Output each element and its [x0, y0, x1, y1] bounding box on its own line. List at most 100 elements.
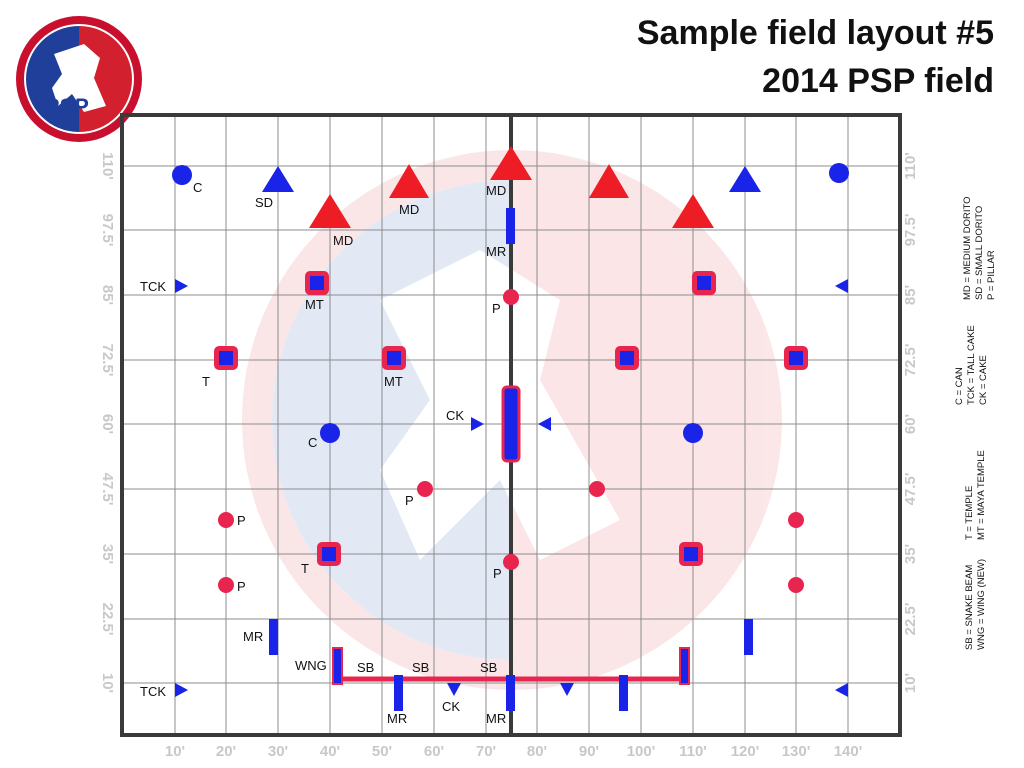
- y-tick-left: 72.5': [99, 344, 116, 377]
- y-tick-right: 47.5': [902, 473, 919, 506]
- x-tick: 90': [579, 743, 599, 760]
- label-sb: SB: [357, 660, 374, 675]
- tck-bunker: [175, 683, 188, 697]
- pillar: [788, 512, 804, 528]
- mr-bunker: [269, 619, 278, 655]
- label-mr: MR: [486, 711, 506, 726]
- y-axis-right: 10' 22.5' 35' 47.5' 60' 72.5' 85' 97.5' …: [902, 152, 919, 693]
- pillar: [788, 577, 804, 593]
- can-bunker: [172, 165, 192, 185]
- label-mr: MR: [486, 244, 506, 259]
- legend-item: CK = CAKE: [978, 355, 989, 405]
- label-p: P: [237, 579, 246, 594]
- legend-item: MD = MEDIUM DORITO: [962, 196, 973, 300]
- label-ck: CK: [442, 699, 460, 714]
- label-md: MD: [333, 233, 353, 248]
- legend-item: SB = SNAKE BEAM: [964, 565, 975, 650]
- mr-bunker: [506, 675, 515, 711]
- label-sd: SD: [255, 195, 273, 210]
- mr-bunker: [744, 619, 753, 655]
- y-tick-left: 35': [99, 544, 116, 564]
- label-sb: SB: [412, 660, 429, 675]
- label-t: T: [301, 561, 309, 576]
- label-mr: MR: [387, 711, 407, 726]
- y-tick-left: 22.5': [99, 603, 116, 636]
- y-tick-right: 97.5': [902, 214, 919, 247]
- title-line-2: 2014 PSP field: [762, 62, 994, 100]
- can-bunker: [829, 163, 849, 183]
- y-tick-right: 60': [902, 414, 919, 434]
- legend-item: MT = MAYA TEMPLE: [976, 450, 987, 540]
- y-tick-left: 110': [99, 152, 116, 180]
- legend: SB = SNAKE BEAM WNG = WING (NEW) T = TEM…: [954, 196, 997, 650]
- label-mt: MT: [384, 374, 403, 389]
- label-p: P: [492, 301, 501, 316]
- medium-doritos: [309, 146, 714, 228]
- y-tick-right: 22.5': [902, 603, 919, 636]
- t-bunker: [784, 346, 808, 370]
- legend-item: SD = SMALL DORITO: [974, 206, 985, 300]
- y-tick-right: 35': [902, 544, 919, 564]
- y-tick-right: 85': [902, 285, 919, 305]
- cake-markers: [175, 279, 848, 697]
- y-tick-left: 10': [99, 673, 116, 693]
- can-bunker: [320, 423, 340, 443]
- x-tick: 20': [216, 743, 236, 760]
- x-tick: 120': [731, 743, 760, 760]
- wing-right: [679, 647, 690, 685]
- label-tck: TCK: [140, 684, 166, 699]
- pillar: [218, 512, 234, 528]
- bunker-labels: C SD MD MD MD MR TCK MT P T MT CK C P P …: [140, 180, 506, 726]
- pillar: [503, 289, 519, 305]
- legend-item: TCK = TALL CAKE: [966, 325, 977, 405]
- md-bunker: [589, 164, 629, 198]
- y-tick-left: 47.5': [99, 473, 116, 506]
- tck-bunker: [835, 683, 848, 697]
- label-t: T: [202, 374, 210, 389]
- label-p: P: [493, 566, 502, 581]
- t-bunker: [615, 346, 639, 370]
- legend-item: C = CAN: [954, 367, 965, 405]
- legend-item: T = TEMPLE: [964, 486, 975, 540]
- x-tick: 80': [527, 743, 547, 760]
- y-tick-left: 60': [99, 414, 116, 434]
- label-sb: SB: [480, 660, 497, 675]
- logo-text: PSP: [44, 94, 88, 119]
- md-bunker: [490, 146, 532, 180]
- x-tick: 70': [476, 743, 496, 760]
- label-c: C: [308, 435, 317, 450]
- label-md: MD: [486, 183, 506, 198]
- label-ck: CK: [446, 408, 464, 423]
- center-tall-cake: [501, 385, 521, 463]
- pillar: [589, 481, 605, 497]
- ck-bunker: [538, 417, 551, 431]
- x-tick: 10': [165, 743, 185, 760]
- x-tick: 130': [782, 743, 811, 760]
- mt-bunker: [692, 271, 716, 295]
- x-tick: 50': [372, 743, 392, 760]
- legend-item: WNG = WING (NEW): [976, 559, 987, 650]
- y-tick-left: 85': [99, 285, 116, 305]
- mr-bunker: [394, 675, 403, 711]
- label-mt: MT: [305, 297, 324, 312]
- tck-bunker: [175, 279, 188, 293]
- label-c: C: [193, 180, 202, 195]
- mr-bunker: [506, 208, 515, 244]
- pillar: [503, 554, 519, 570]
- label-tck: TCK: [140, 279, 166, 294]
- label-p: P: [237, 513, 246, 528]
- y-tick-left: 97.5': [99, 214, 116, 247]
- mt-bunker: [305, 271, 329, 295]
- sd-bunker: [729, 166, 761, 192]
- pillar: [218, 577, 234, 593]
- mr-bunker: [619, 675, 628, 711]
- label-mr: MR: [243, 629, 263, 644]
- x-tick: 40': [320, 743, 340, 760]
- mt-bunker: [382, 346, 406, 370]
- wing-left: [332, 647, 343, 685]
- y-tick-right: 110': [902, 152, 919, 180]
- mini-rams: [269, 208, 753, 711]
- psp-logo: PSP: [14, 14, 144, 144]
- md-bunker: [309, 194, 351, 228]
- x-tick: 140': [834, 743, 863, 760]
